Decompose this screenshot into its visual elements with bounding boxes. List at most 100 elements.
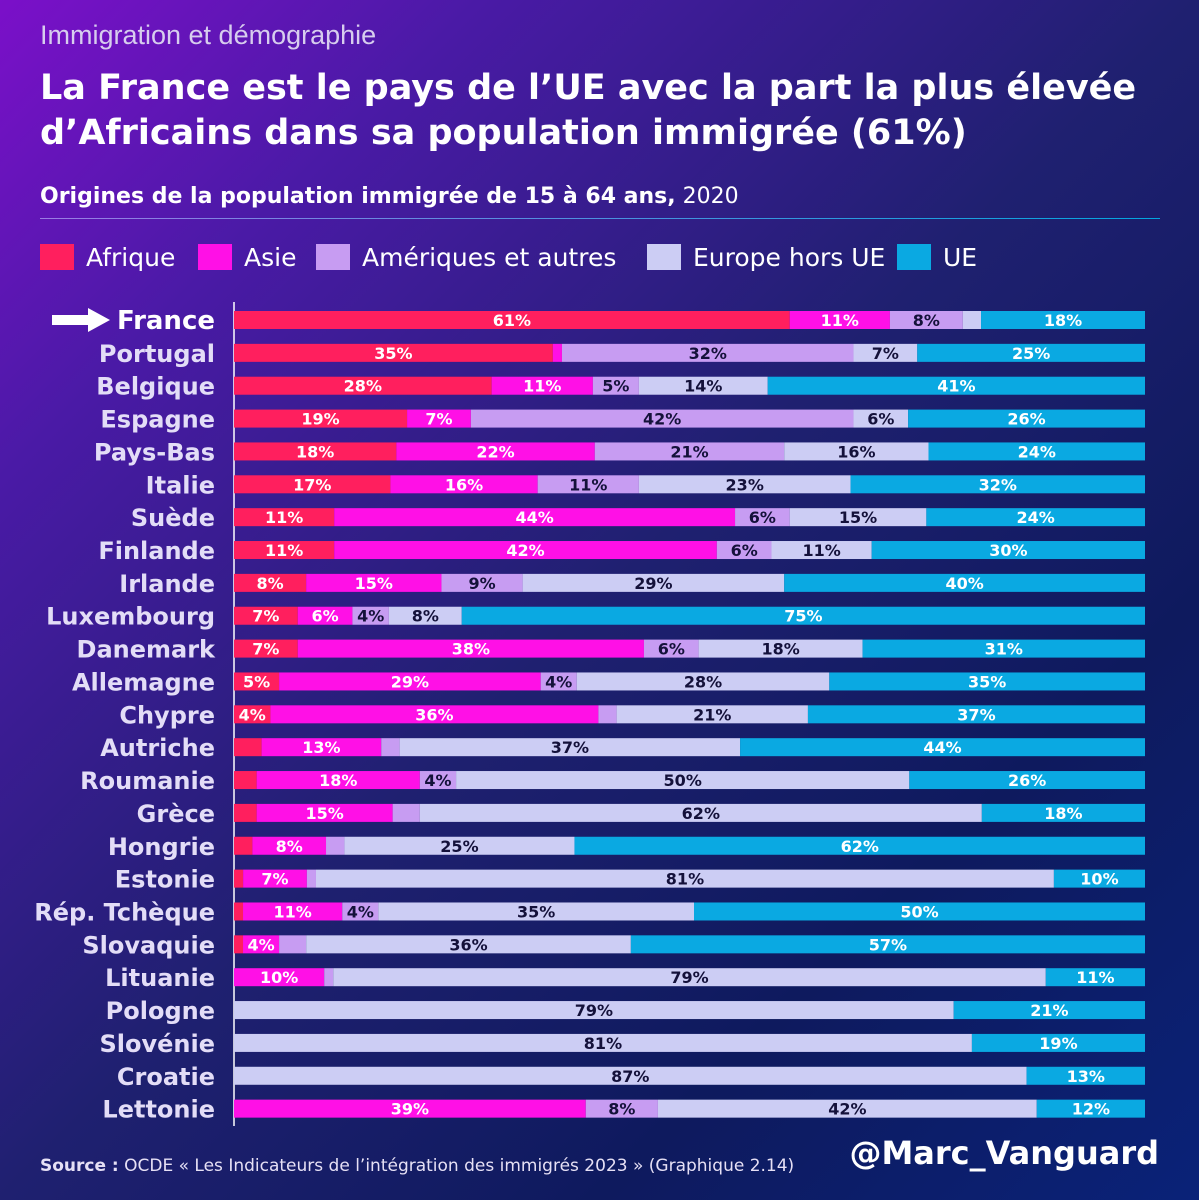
data-label: 7% xyxy=(261,870,288,889)
data-label: 4% xyxy=(347,902,374,921)
bar-segment xyxy=(396,442,595,461)
legend-swatch xyxy=(40,244,74,270)
data-label: 79% xyxy=(670,968,708,987)
bar-segment xyxy=(953,1001,1145,1020)
bar-segment xyxy=(491,376,593,395)
data-label: 11% xyxy=(273,902,311,921)
data-label: 26% xyxy=(1008,771,1046,790)
stacked-bar-chart: France 61% 11% 8% 18% Portugal 35% 32% 7% 25% Belg… xyxy=(34,302,1145,1126)
bar-segment xyxy=(889,311,963,329)
data-label: 8% xyxy=(913,311,940,330)
data-label: 61% xyxy=(493,311,531,330)
data-label: 21% xyxy=(1030,1001,1068,1020)
bar-segment xyxy=(234,442,397,461)
bar-segment xyxy=(767,376,1145,395)
data-label: 44% xyxy=(923,738,961,757)
bar-segment xyxy=(441,573,523,592)
bar-segment xyxy=(256,771,420,790)
data-label: 41% xyxy=(937,377,975,396)
bar-segment xyxy=(234,343,553,362)
bar-segment xyxy=(871,541,1145,560)
bar-segment xyxy=(234,836,253,855)
data-label: 28% xyxy=(344,377,382,396)
bar-segment xyxy=(306,869,316,888)
bar-segment xyxy=(909,771,1145,790)
bar-segment xyxy=(574,836,1145,855)
bar-segment xyxy=(981,311,1145,329)
bar-segment xyxy=(1045,968,1145,987)
bar-segment xyxy=(279,935,307,954)
data-label: 18% xyxy=(1044,804,1082,823)
data-label: 8% xyxy=(276,837,303,856)
category-label: Autriche xyxy=(100,734,215,762)
data-label: 57% xyxy=(869,935,907,954)
bar-segment xyxy=(962,311,982,329)
bar-segment xyxy=(638,475,851,494)
bar-segment xyxy=(252,836,327,855)
bar-segment xyxy=(561,343,854,362)
bar-segment xyxy=(928,442,1145,461)
category-label: Allemagne xyxy=(72,668,215,696)
category-label: Croatie xyxy=(117,1063,215,1091)
bar-segment xyxy=(908,409,1145,428)
bar-segment xyxy=(829,672,1145,691)
bar-segment xyxy=(270,705,599,724)
data-label: 26% xyxy=(1007,410,1045,429)
data-label: 87% xyxy=(611,1067,649,1086)
category-label: Suède xyxy=(131,504,215,532)
bar-segment xyxy=(326,836,345,855)
data-label: 11% xyxy=(802,541,840,560)
bar-segment xyxy=(234,311,790,329)
category-label: Pays-Bas xyxy=(94,438,215,466)
data-label: 11% xyxy=(265,541,303,560)
legend-swatch xyxy=(897,244,931,270)
data-label: 35% xyxy=(374,344,412,363)
subtitle-main: Origines de la population immigrée de 15… xyxy=(40,184,676,209)
data-label: 6% xyxy=(749,508,776,527)
bar-segment xyxy=(234,1001,954,1020)
legend-swatch xyxy=(198,244,232,270)
bar-segment xyxy=(1026,1066,1145,1085)
data-label: 7% xyxy=(872,344,899,363)
data-label: 6% xyxy=(731,541,758,560)
bar-segment xyxy=(234,803,257,822)
bar-segment xyxy=(771,541,872,560)
data-label: 32% xyxy=(979,475,1017,494)
data-label: 29% xyxy=(391,672,429,691)
bar-segment xyxy=(392,803,420,822)
data-label: 42% xyxy=(506,541,544,560)
bar-segment xyxy=(234,672,280,691)
data-label: 81% xyxy=(666,870,704,889)
bar-segment xyxy=(234,573,307,592)
data-label: 31% xyxy=(985,640,1023,659)
data-label: 21% xyxy=(670,442,708,461)
data-label: 16% xyxy=(837,442,875,461)
data-label: 11% xyxy=(265,508,303,527)
bar-segment xyxy=(234,1066,1027,1085)
bar-segment xyxy=(419,771,457,790)
category-label: Roumanie xyxy=(80,767,215,795)
bar-segment xyxy=(234,508,335,527)
bar-segment xyxy=(399,738,741,757)
bar-segment xyxy=(261,738,382,757)
bar-segment xyxy=(243,902,343,921)
data-label: 6% xyxy=(312,607,339,626)
data-label: 17% xyxy=(293,475,331,494)
bar-segment xyxy=(306,935,631,954)
highlight-arrow-icon xyxy=(52,308,110,332)
category-label: France xyxy=(117,306,215,336)
data-label: 12% xyxy=(1072,1100,1110,1119)
category-label: Estonie xyxy=(115,866,215,894)
bar-segment xyxy=(234,705,271,724)
data-label: 36% xyxy=(449,935,487,954)
bar-segment xyxy=(789,311,890,329)
data-label: 5% xyxy=(602,377,629,396)
bar-segment xyxy=(585,1099,658,1118)
data-label: 9% xyxy=(468,574,495,593)
category-label: Portugal xyxy=(99,340,215,368)
data-label: 11% xyxy=(1076,968,1114,987)
bar-segment xyxy=(926,508,1145,527)
data-label: 19% xyxy=(1039,1034,1077,1053)
bar-segment xyxy=(740,738,1145,757)
data-label: 15% xyxy=(306,804,344,823)
